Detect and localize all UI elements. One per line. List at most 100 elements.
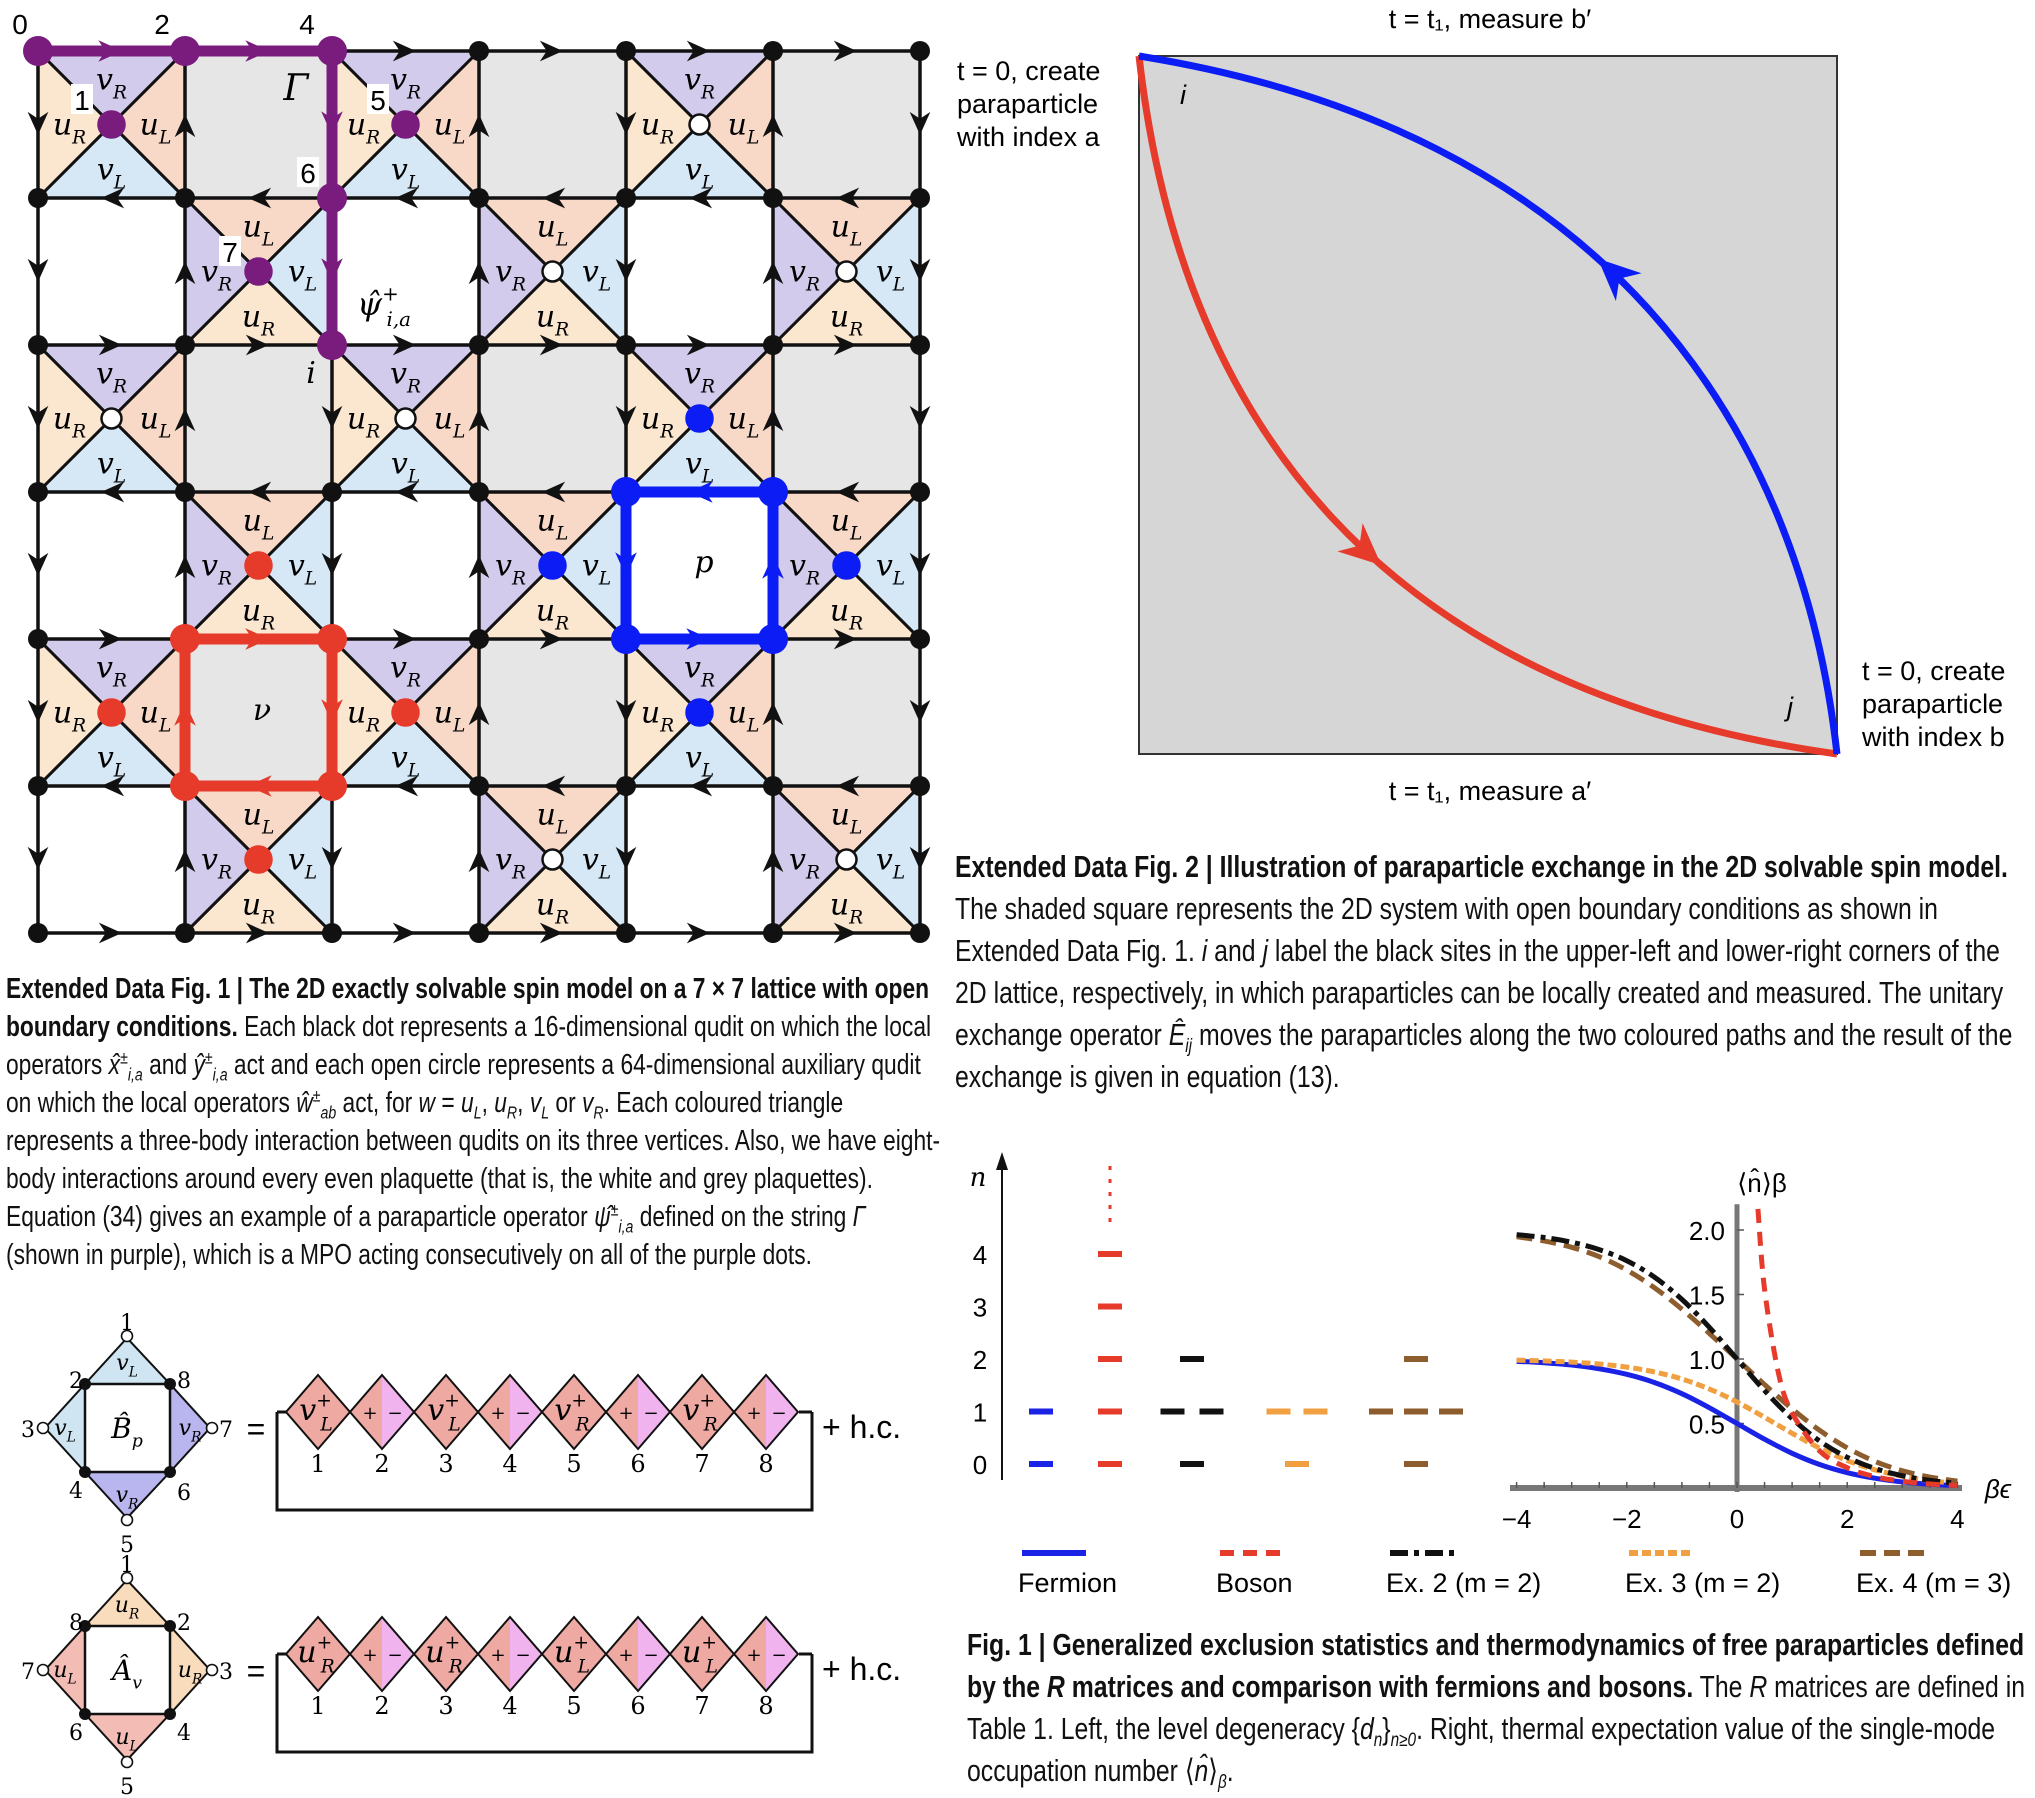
even-plaquette — [332, 786, 479, 933]
sign-minus: − — [387, 1403, 402, 1424]
level-tick-label: 3 — [973, 1293, 987, 1323]
qudit — [28, 482, 48, 502]
triangle-label: vR — [684, 651, 715, 692]
qudit — [469, 776, 489, 796]
highlighted-qudit — [758, 477, 788, 507]
caption-run: matrices and comparison with fermions an… — [1064, 1669, 1694, 1704]
triangle-label: uR — [53, 108, 86, 149]
edge-arrow-icon — [762, 702, 784, 726]
mpo-tensor — [348, 1373, 416, 1451]
caption-run: , — [481, 1087, 495, 1119]
edge-arrow-icon — [909, 111, 931, 135]
triangle-label: uL — [728, 108, 760, 149]
qudit — [175, 923, 195, 943]
even-plaquette — [479, 51, 626, 198]
legend-label: Boson — [1216, 1568, 1293, 1598]
equals-sign: = — [247, 1411, 266, 1447]
qudit — [469, 629, 489, 649]
caption-run: R — [1046, 1669, 1065, 1704]
qudit — [175, 335, 195, 355]
edge-arrow-icon — [27, 258, 49, 282]
edge-arrow-icon — [686, 922, 710, 944]
caption-run: (shown in purple), which is a MPO acting… — [6, 1239, 813, 1271]
sign-plus: + — [618, 1645, 633, 1666]
site-j-label: j — [1783, 692, 1794, 722]
edge-arrow-icon — [395, 775, 419, 797]
triangle-label: uR — [641, 402, 674, 443]
edge-arrow-icon — [245, 334, 269, 356]
mpo-tensor-half — [350, 1617, 382, 1691]
highlighted-qudit — [317, 183, 347, 213]
y-tick-label: 2.0 — [1689, 1216, 1725, 1246]
highlighted-auxiliary-qudit — [685, 698, 714, 727]
triangle-label: vR — [684, 357, 715, 398]
caption-run: moves the paraparticles along the two co… — [955, 1017, 2013, 1094]
triangle-label: vR — [96, 357, 127, 398]
mpo-tensor — [412, 1373, 480, 1451]
edge-arrow-icon — [615, 405, 637, 429]
caption-extended-fig-1: Extended Data Fig. 1 | The 2D exactly so… — [6, 970, 941, 1274]
x-tick-label: 0 — [1730, 1504, 1744, 1534]
triangle-label: vL — [288, 549, 317, 590]
caption-run: , — [517, 1087, 530, 1119]
level-axis-label: n — [970, 1163, 987, 1193]
interaction-plaquette: vR vL uR uL — [34, 635, 189, 790]
tensor-index: 4 — [502, 1692, 517, 1720]
qudit — [763, 335, 783, 355]
node-number: 1 — [120, 1553, 134, 1578]
highlighted-auxiliary-qudit — [391, 110, 420, 139]
caption-run: vR — [582, 1087, 604, 1123]
qudit — [175, 482, 195, 502]
caption-run: ŷ±i,a — [193, 1047, 228, 1085]
sign-minus: − — [643, 1403, 658, 1424]
triangle-label: vR — [684, 63, 715, 104]
mpo-tensor-label: v+ R — [682, 1391, 717, 1436]
operator-name: B̂p — [110, 1412, 143, 1451]
qudit — [79, 1466, 91, 1478]
auxiliary-qudit — [100, 407, 123, 430]
highlighted-qudit — [170, 624, 200, 654]
caption-run: The shaded square represents the 2D syst… — [955, 891, 1938, 968]
node-number: 2 — [69, 1369, 83, 1394]
triangle-label: uL — [140, 108, 172, 149]
sign-plus: + — [362, 1403, 377, 1424]
legend-label: Ex. 2 (m = 2) — [1386, 1568, 1541, 1598]
triangle-label: uL — [728, 696, 760, 737]
caption-run: R — [1749, 1669, 1768, 1704]
triangle-label: vL — [876, 255, 905, 296]
caption-run: uL — [461, 1087, 482, 1123]
sign-minus: − — [771, 1645, 786, 1666]
edge-arrow-icon — [321, 846, 343, 870]
caption-run: dn — [1359, 1711, 1383, 1752]
legend-label: Fermion — [1018, 1568, 1117, 1598]
mpo-tensor — [732, 1373, 800, 1451]
edge-arrow-icon — [909, 405, 931, 429]
x-tick-label: −2 — [1612, 1504, 1642, 1534]
mpo-tensor — [412, 1615, 480, 1693]
mpo-tensor-half — [734, 1375, 766, 1449]
triangle-label: vR — [96, 63, 127, 104]
highlighted-qudit — [23, 36, 53, 66]
edge-arrow-icon — [762, 261, 784, 285]
interaction-plaquette: vR vL uR uL — [328, 635, 483, 790]
node-number: 8 — [177, 1369, 191, 1394]
triangle-label: uL — [831, 798, 863, 839]
mpo-tensor-half — [606, 1375, 638, 1449]
triangle-label: vR — [96, 651, 127, 692]
triangle-label: uR — [178, 1658, 202, 1688]
caption-run: act, for — [336, 1087, 419, 1119]
triangle-label: uL — [243, 504, 275, 545]
triangle-label: vR — [495, 549, 526, 590]
caption-run: . Each coloured triangle represents a th… — [6, 1087, 941, 1233]
node-number: 5 — [120, 1533, 134, 1558]
qudit — [28, 335, 48, 355]
qudit — [79, 1620, 91, 1632]
qudit — [616, 335, 636, 355]
highlighted-auxiliary-qudit — [97, 110, 126, 139]
triangle-label: vR — [789, 255, 820, 296]
series-line-ex-4-m-3- — [1516, 1234, 1958, 1484]
node-number: 2 — [177, 1611, 191, 1636]
legend-label: Ex. 4 (m = 3) — [1856, 1568, 2011, 1598]
